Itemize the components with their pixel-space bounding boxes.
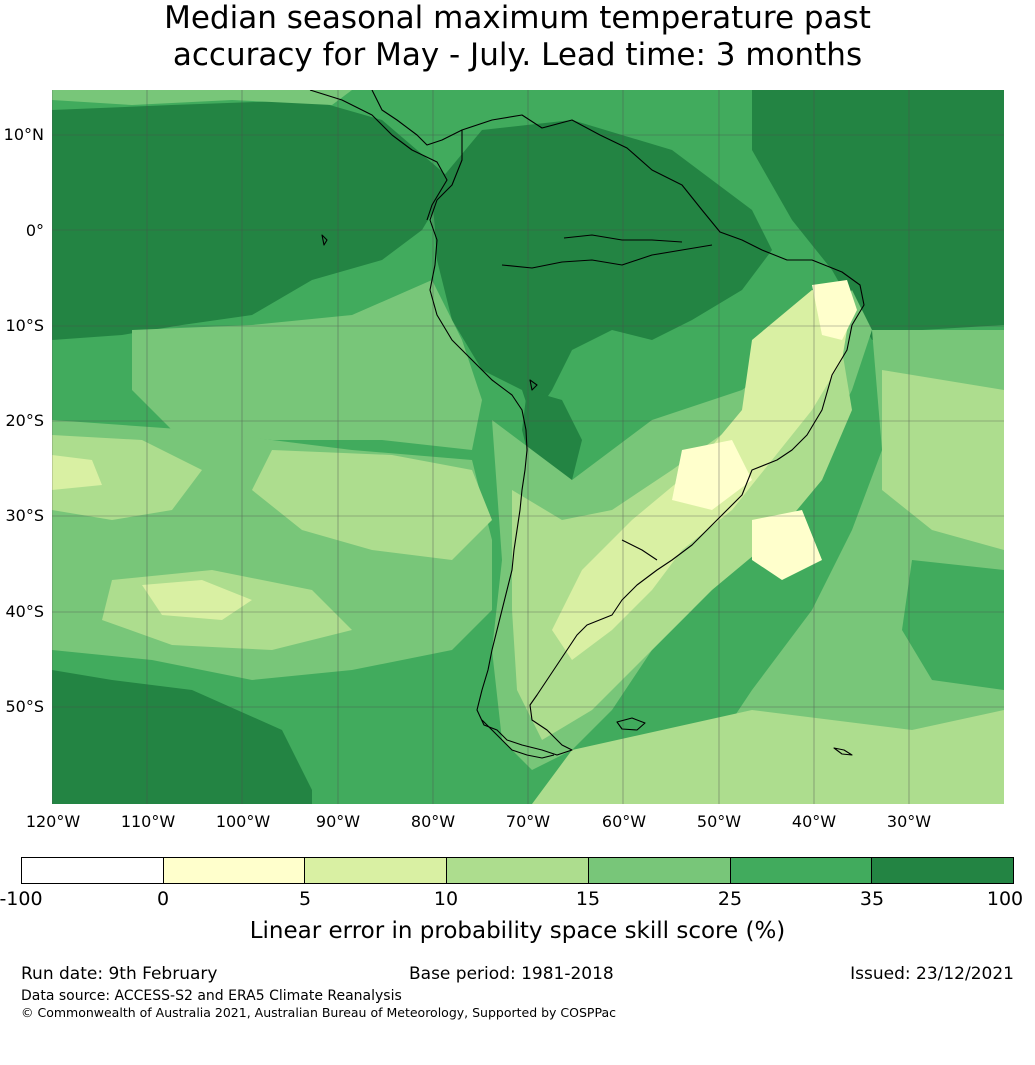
colorbar-tick-0: 0 <box>156 888 170 910</box>
coastline-caribbean-central-america <box>371 90 463 146</box>
lat-label-10s: 10°S <box>5 316 44 335</box>
map-title: Median seasonal maximum temperature past… <box>0 0 1035 74</box>
colorbar-segment-neg100-0 <box>22 858 164 883</box>
region-yellowgreen-pacific <box>142 580 252 620</box>
lat-label-20s: 20°S <box>5 411 44 430</box>
colorbar-segment-15-25 <box>588 858 731 883</box>
coastline-rio-de-la-plata <box>621 539 658 561</box>
lon-label-50w: 50°W <box>696 812 742 831</box>
region-pale-pacific-2 <box>252 450 492 560</box>
region-yellowgreen-west <box>52 455 102 490</box>
colorbar-tick-35: 35 <box>859 888 885 910</box>
colorbar-segment-25-35 <box>730 858 873 883</box>
lon-label-40w: 40°W <box>791 812 837 831</box>
lon-label-110w: 110°W <box>120 812 176 831</box>
region-pale-south-atlantic <box>882 370 1004 550</box>
lat-label-30s: 30°S <box>5 506 44 525</box>
title-line-2: accuracy for May - July. Lead time: 3 mo… <box>172 37 863 73</box>
lon-label-90w: 90°W <box>315 812 361 831</box>
region-yellow-nordeste <box>812 280 857 340</box>
lon-label-30w: 30°W <box>886 812 932 831</box>
region-yellow-atlantic <box>752 510 822 580</box>
region-dark-tropical-pacific <box>52 100 452 340</box>
lat-label-10n: 10°N <box>3 125 44 144</box>
coastline-south-america <box>429 114 865 756</box>
region-pale-far-south <box>532 710 1004 804</box>
lat-label-50s: 50°S <box>5 697 44 716</box>
region-dark-south-pacific <box>52 670 312 804</box>
colorbar-segment-10-15 <box>447 858 589 883</box>
map-canvas <box>52 90 1004 804</box>
island-falklands <box>616 717 646 731</box>
region-pale-pacific-1 <box>52 435 202 520</box>
lon-label-60w: 60°W <box>601 812 647 831</box>
copyright: © Commonwealth of Australia 2021, Austra… <box>21 1005 616 1020</box>
lat-label-0: 0° <box>25 221 44 240</box>
colorbar-tick-25: 25 <box>717 888 743 910</box>
region-light-nw <box>52 90 352 105</box>
colorbar-tick-100: 100 <box>986 888 1024 910</box>
river-amazon-delta <box>563 234 683 243</box>
data-source: Data source: ACCESS-S2 and ERA5 Climate … <box>21 988 402 1004</box>
lon-label-70w: 70°W <box>505 812 551 831</box>
island-south-georgia <box>833 747 853 756</box>
colorbar-segment-5-10 <box>305 858 448 883</box>
region-dark-amazon <box>432 120 772 420</box>
issued-date: Issued: 23/12/2021 <box>850 964 1014 984</box>
colorbar-tick-neg100: -100 <box>0 888 43 910</box>
lon-label-100w: 100°W <box>215 812 271 831</box>
title-line-1: Median seasonal maximum temperature past <box>164 0 871 36</box>
colorbar-segment-35-100 <box>872 858 1014 883</box>
map-graticule <box>52 90 1004 804</box>
lon-label-80w: 80°W <box>410 812 456 831</box>
coastline <box>309 90 865 759</box>
base-period: Base period: 1981-2018 <box>409 964 614 984</box>
region-yellow-parana <box>672 440 752 510</box>
archipelago-tierra-del-fuego <box>481 719 555 759</box>
lon-label-120w: 120°W <box>25 812 81 831</box>
region-dark-north-atlantic <box>752 90 1004 340</box>
colorbar-tick-15: 15 <box>575 888 601 910</box>
region-dark-atlantic-south <box>902 560 1004 690</box>
coastline-central-america <box>309 90 448 221</box>
region-light-pacific-band <box>132 280 482 450</box>
colorbar-label: Linear error in probability space skill … <box>249 918 786 944</box>
skill-score-map <box>52 90 1004 804</box>
colorbar <box>21 857 1014 884</box>
colorbar-tick-5: 5 <box>298 888 312 910</box>
colorbar-tick-10: 10 <box>433 888 459 910</box>
lat-label-40s: 40°S <box>5 602 44 621</box>
island-galapagos <box>321 234 328 246</box>
river-amazon <box>501 244 713 269</box>
run-date: Run date: 9th February <box>21 964 218 984</box>
lake-titicaca <box>529 379 538 391</box>
colorbar-segment-0-5 <box>163 858 306 883</box>
